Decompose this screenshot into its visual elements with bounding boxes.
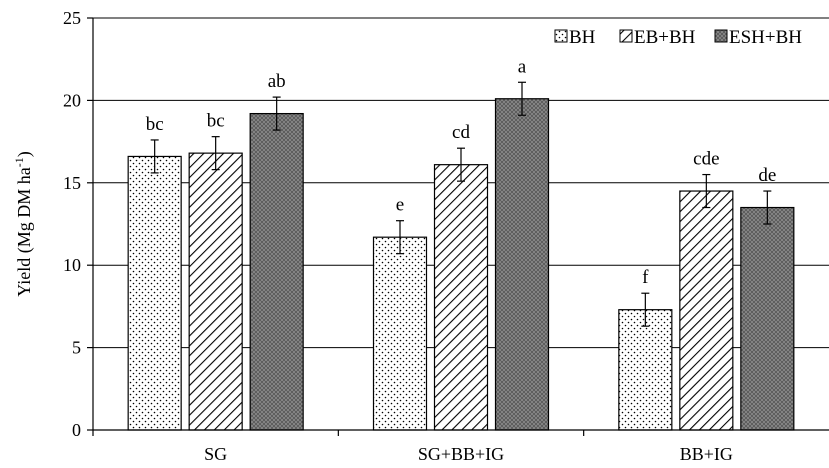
significance-labels: bc e f bc cd cde ab a de bbox=[146, 56, 777, 288]
legend-label: ESH+BH bbox=[729, 27, 802, 48]
significance-label: ab bbox=[268, 71, 286, 92]
bars-layer bbox=[127, 98, 795, 431]
x-ticks bbox=[92, 430, 585, 436]
significance-label: bc bbox=[207, 111, 225, 132]
legend-swatch bbox=[554, 29, 568, 43]
y-tick-label: 5 bbox=[72, 338, 81, 358]
y-tick-label: 10 bbox=[63, 255, 81, 275]
bar bbox=[740, 206, 795, 431]
category-labels: SG SG+BB+IG BB+IG bbox=[204, 444, 733, 464]
legend-swatch bbox=[714, 29, 728, 43]
significance-label: cde bbox=[693, 149, 719, 170]
bar bbox=[679, 190, 734, 431]
y-axis-title-main: Yield (Mg DM ha bbox=[14, 167, 35, 297]
y-axis-title: Yield (Mg DM ha-1) bbox=[12, 151, 35, 297]
y-axis-title-suffix: ) bbox=[14, 151, 35, 157]
y-tick-label: 0 bbox=[72, 420, 81, 440]
significance-label: de bbox=[758, 165, 776, 186]
error-bars-layer bbox=[150, 81, 772, 327]
bar bbox=[188, 152, 243, 431]
significance-label: f bbox=[642, 267, 649, 288]
x-category-label: BB+IG bbox=[680, 444, 733, 464]
legend-label: EB+BH bbox=[634, 27, 696, 48]
x-category-label: SG+BB+IG bbox=[418, 444, 504, 464]
y-tick-label: 25 bbox=[63, 8, 81, 28]
significance-label: a bbox=[518, 56, 527, 77]
bar bbox=[127, 155, 182, 431]
legend-label: BH bbox=[569, 27, 596, 48]
legend-swatch bbox=[619, 29, 633, 43]
significance-label: bc bbox=[146, 114, 164, 135]
bar bbox=[618, 309, 673, 431]
bar bbox=[372, 236, 428, 431]
bar bbox=[494, 98, 550, 431]
y-tick-label: 15 bbox=[63, 173, 81, 193]
y-tick-label: 20 bbox=[63, 90, 81, 110]
significance-label: e bbox=[396, 195, 404, 216]
bar bbox=[249, 112, 304, 431]
bar bbox=[433, 164, 489, 431]
y-axis-title-superscript: -1 bbox=[12, 157, 26, 167]
y-ticks: 0 5 10 15 20 25 bbox=[63, 8, 93, 440]
significance-label: cd bbox=[452, 122, 470, 143]
legend: BH EB+BH ESH+BH bbox=[554, 27, 802, 48]
x-category-label: SG bbox=[204, 444, 227, 464]
